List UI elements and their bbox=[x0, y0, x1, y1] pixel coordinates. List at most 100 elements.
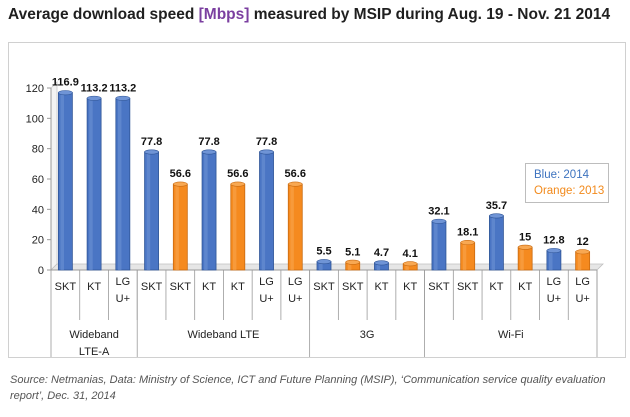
category-label: LG bbox=[288, 276, 303, 288]
group-label: Wideband LTE bbox=[187, 329, 259, 341]
data-label: 56.6 bbox=[170, 168, 191, 180]
bar-highlight bbox=[117, 98, 122, 271]
category-label: SKT bbox=[55, 281, 77, 293]
side-wall bbox=[50, 81, 58, 271]
category-label: U+ bbox=[259, 293, 273, 305]
bar-top bbox=[115, 95, 131, 101]
category-label: LG bbox=[575, 276, 590, 288]
category-label: SKT bbox=[313, 281, 335, 293]
bar-top bbox=[575, 249, 590, 255]
data-label: 77.8 bbox=[141, 136, 162, 148]
data-label: 77.8 bbox=[198, 136, 219, 148]
category-label: KT bbox=[518, 281, 532, 293]
data-label: 5.1 bbox=[345, 246, 360, 258]
y-tick-label: 100 bbox=[26, 113, 44, 125]
bar-top bbox=[144, 149, 159, 155]
bar-chart: 0 20 40 60 80 100 120 116.9 SKT 113.2 KT 113.2 LG U+ W… bbox=[26, 77, 604, 357]
category-label: KT bbox=[202, 281, 216, 293]
data-label: 4.1 bbox=[403, 248, 418, 260]
bar-top bbox=[517, 244, 533, 250]
category-label: U+ bbox=[547, 293, 561, 305]
bar-highlight bbox=[434, 221, 438, 270]
y-tick-label: 120 bbox=[26, 83, 44, 95]
category-label: SKT bbox=[141, 281, 163, 293]
bar-top bbox=[316, 259, 332, 265]
category-label: LG bbox=[259, 276, 274, 288]
data-label: 77.8 bbox=[256, 136, 277, 148]
y-tick-label: 80 bbox=[32, 144, 44, 156]
chart-title: Average download speed [Mbps] measured b… bbox=[8, 6, 624, 24]
title-text-before: Average download speed bbox=[8, 6, 199, 23]
bar-top bbox=[374, 260, 389, 266]
y-tick-label: 20 bbox=[32, 235, 44, 247]
data-label: 12.8 bbox=[543, 235, 564, 247]
bar-highlight bbox=[577, 251, 582, 270]
data-label: 4.7 bbox=[374, 247, 389, 259]
bar-highlight bbox=[175, 184, 179, 270]
bar-top bbox=[402, 261, 418, 267]
category-label: U+ bbox=[575, 293, 589, 305]
bar-top bbox=[460, 240, 475, 246]
legend: Blue: 2014 Orange: 2013 bbox=[525, 163, 609, 203]
bar-top bbox=[201, 149, 217, 155]
category-label: U+ bbox=[288, 293, 302, 305]
bar-highlight bbox=[462, 242, 467, 270]
legend-blue: Blue: 2014 bbox=[534, 169, 589, 181]
bar-top bbox=[86, 95, 102, 101]
data-label: 35.7 bbox=[486, 200, 507, 212]
bar-top bbox=[287, 181, 303, 187]
bar-top bbox=[259, 149, 274, 155]
category-label: SKT bbox=[342, 281, 364, 293]
bar-top bbox=[489, 213, 504, 219]
category-label: SKT bbox=[457, 281, 479, 293]
bar-blue bbox=[115, 97, 131, 271]
group-label: Wideband bbox=[69, 329, 119, 341]
category-label: SKT bbox=[428, 281, 450, 293]
category-label: LG bbox=[115, 276, 130, 288]
bar-highlight bbox=[146, 152, 151, 270]
y-tick-label: 60 bbox=[32, 174, 44, 186]
bar-highlight bbox=[204, 152, 208, 270]
data-label: 113.2 bbox=[81, 82, 108, 94]
data-label: 5.5 bbox=[316, 246, 331, 258]
group-label: 3G bbox=[360, 329, 375, 341]
category-label: KT bbox=[403, 281, 417, 293]
bar-highlight bbox=[520, 247, 524, 270]
title-unit: [Mbps] bbox=[198, 6, 250, 23]
y-tick-label: 0 bbox=[38, 265, 44, 277]
legend-orange: Orange: 2013 bbox=[534, 185, 605, 197]
bar-top bbox=[546, 248, 562, 254]
bar-highlight bbox=[376, 262, 381, 270]
data-label: 56.6 bbox=[285, 168, 306, 180]
category-label: KT bbox=[87, 281, 101, 293]
data-label: 32.1 bbox=[428, 205, 449, 217]
bar-highlight bbox=[261, 152, 266, 270]
data-label: 15 bbox=[519, 231, 531, 243]
bar-blue bbox=[546, 250, 562, 271]
bar-highlight bbox=[548, 250, 553, 270]
bar-highlight bbox=[232, 184, 237, 270]
bar-highlight bbox=[290, 184, 294, 270]
data-label: 18.1 bbox=[457, 227, 478, 239]
bar-highlight bbox=[491, 215, 496, 270]
bar-top bbox=[58, 90, 73, 96]
bar-top bbox=[345, 259, 361, 265]
group-label: LTE-A bbox=[79, 346, 110, 357]
data-label: 56.6 bbox=[227, 168, 248, 180]
category-label: SKT bbox=[170, 281, 192, 293]
bar-top bbox=[230, 181, 246, 187]
bar-highlight bbox=[347, 262, 352, 270]
chart-area: 0 20 40 60 80 100 120 116.9 SKT 113.2 KT 113.2 LG U+ W… bbox=[8, 42, 626, 358]
bar-top bbox=[173, 181, 188, 187]
category-label: KT bbox=[489, 281, 503, 293]
data-label: 12 bbox=[577, 236, 589, 248]
bar-highlight bbox=[405, 263, 409, 270]
source-note: Source: Netmanias, Data: Ministry of Sci… bbox=[10, 374, 606, 402]
category-label: KT bbox=[231, 281, 245, 293]
category-label: LG bbox=[547, 276, 562, 288]
data-label: 113.2 bbox=[109, 82, 136, 94]
bar-highlight bbox=[60, 92, 64, 271]
y-tick-label: 40 bbox=[32, 204, 44, 216]
category-label: KT bbox=[374, 281, 388, 293]
category-label: U+ bbox=[116, 293, 130, 305]
